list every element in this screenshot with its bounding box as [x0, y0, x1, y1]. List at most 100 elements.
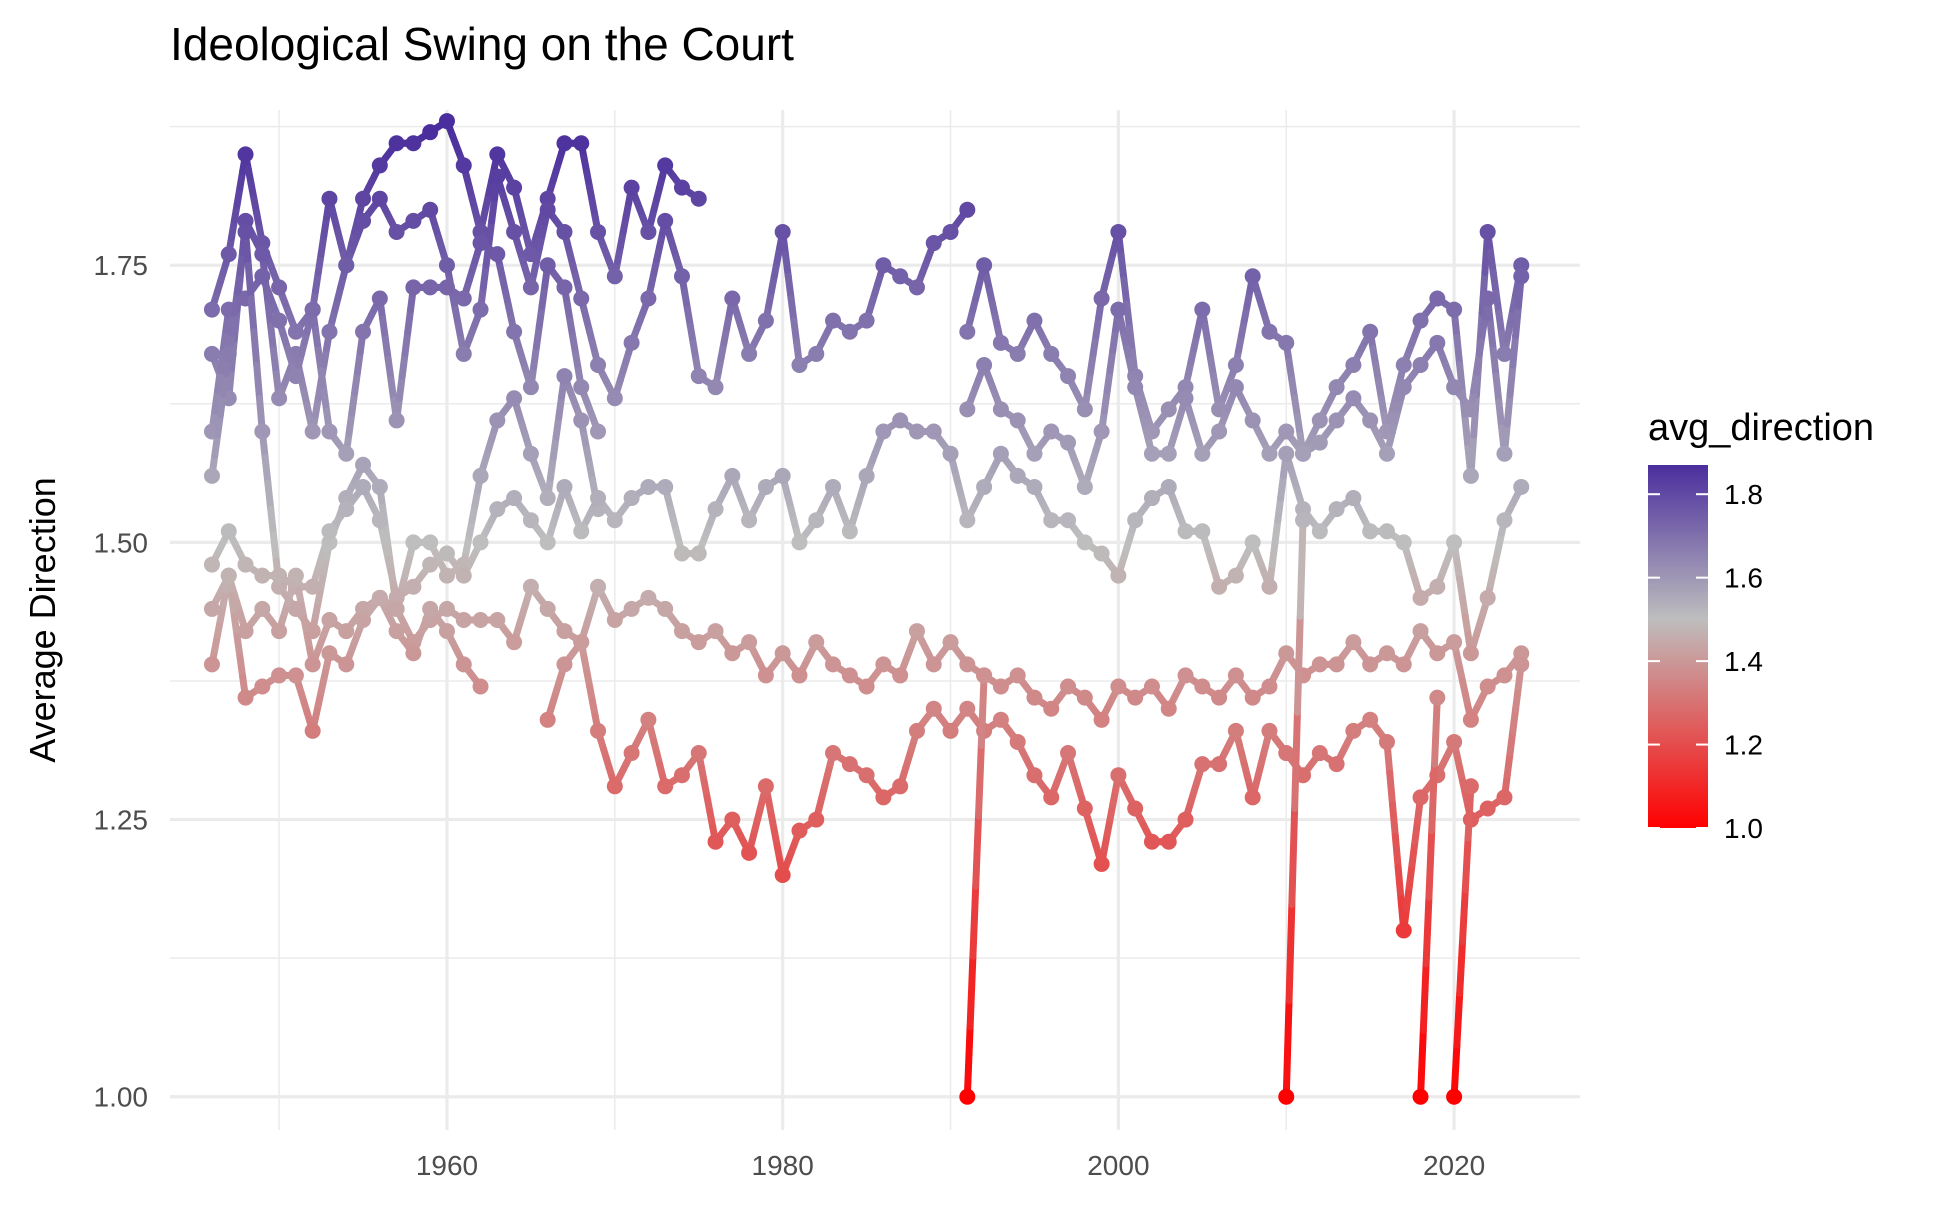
data-point: [1496, 667, 1513, 684]
data-point: [1446, 379, 1463, 396]
data-point: [254, 567, 271, 584]
x-tick-label: 1960: [416, 1150, 478, 1181]
series-line-segment: [1459, 886, 1469, 946]
series-line-segment: [267, 505, 278, 539]
data-point: [724, 811, 741, 828]
series-line-segment: [1271, 516, 1282, 546]
data-point: [892, 412, 909, 429]
data-point: [573, 523, 590, 540]
data-point: [590, 223, 607, 240]
data-point: [321, 190, 338, 207]
series-line-segment: [1394, 864, 1405, 903]
data-point: [1496, 345, 1513, 362]
data-point: [1328, 501, 1345, 518]
data-point: [1076, 689, 1093, 706]
data-point: [371, 157, 388, 174]
data-point: [707, 379, 724, 396]
series-line-segment: [1126, 324, 1136, 356]
data-point: [875, 656, 892, 673]
series-line-segment: [1411, 816, 1422, 846]
data-point: [556, 623, 573, 640]
data-point: [1278, 1088, 1295, 1105]
data-point: [791, 822, 808, 839]
data-point: [405, 645, 422, 662]
data-point: [371, 290, 388, 307]
data-point: [455, 567, 472, 584]
data-point: [825, 656, 842, 673]
data-point: [690, 368, 707, 385]
series-line-segment: [270, 531, 280, 565]
series-line-segment: [966, 952, 977, 1031]
data-point: [1093, 545, 1110, 562]
data-point: [825, 312, 842, 329]
data-point: [489, 412, 506, 429]
data-point: [271, 567, 288, 584]
data-point: [1412, 789, 1429, 806]
data-point: [1143, 678, 1160, 695]
data-point: [875, 257, 892, 274]
data-point: [1362, 412, 1379, 429]
series-line-segment: [1453, 333, 1464, 369]
series-line-segment: [247, 294, 258, 336]
data-point: [1496, 512, 1513, 529]
data-point: [1127, 689, 1144, 706]
data-point: [321, 323, 338, 340]
data-point: [1009, 412, 1026, 429]
y-tick-label: 1.00: [94, 1082, 149, 1113]
data-point: [422, 600, 439, 617]
data-point: [321, 645, 338, 662]
data-point: [1345, 357, 1362, 373]
data-point: [1211, 689, 1228, 706]
data-point: [590, 423, 607, 440]
data-point: [438, 567, 455, 584]
data-point: [203, 600, 220, 617]
data-point: [791, 357, 808, 373]
data-point: [1143, 490, 1160, 507]
data-point: [1362, 656, 1379, 673]
series-line-segment: [1509, 331, 1520, 369]
data-point: [338, 445, 355, 462]
data-point: [1328, 412, 1345, 429]
series-line-segment: [488, 195, 499, 225]
data-point: [254, 423, 271, 440]
data-point: [1043, 789, 1060, 806]
data-point: [287, 567, 304, 584]
data-point: [1446, 301, 1463, 318]
data-point: [959, 700, 976, 717]
data-point: [1110, 678, 1127, 695]
data-point: [1060, 434, 1077, 451]
data-point: [1513, 268, 1530, 285]
data-point: [1362, 323, 1379, 340]
data-point: [1345, 722, 1362, 739]
series-line-segment: [1282, 997, 1293, 1101]
data-point: [388, 223, 405, 240]
data-point: [1211, 756, 1228, 773]
data-point: [304, 423, 321, 440]
data-point: [942, 223, 959, 240]
data-point: [1412, 589, 1429, 606]
data-point: [657, 157, 674, 174]
data-point: [1060, 745, 1077, 762]
data-point: [287, 323, 304, 340]
data-point: [1395, 357, 1412, 373]
data-point: [220, 246, 237, 263]
data-point: [1446, 1088, 1463, 1105]
data-point: [1311, 434, 1328, 451]
data-point: [657, 778, 674, 795]
series-line-segment: [1461, 834, 1472, 894]
series-line-segment: [1417, 1026, 1427, 1101]
series-line-segment: [1291, 708, 1301, 812]
data-point: [858, 767, 875, 784]
data-point: [1244, 789, 1261, 806]
data-point: [808, 345, 825, 362]
data-point: [825, 478, 842, 495]
data-point: [304, 578, 321, 595]
data-point: [623, 179, 640, 196]
data-point: [203, 656, 220, 673]
data-point: [203, 556, 220, 573]
data-point: [455, 290, 472, 307]
data-point: [1026, 767, 1043, 784]
series-8: [539, 634, 1530, 939]
data-point: [472, 467, 489, 484]
